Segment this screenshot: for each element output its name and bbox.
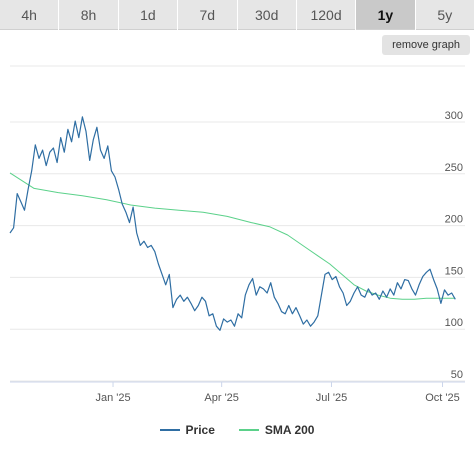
series-line-sma-200 bbox=[9, 172, 456, 300]
y-tick-label: 300 bbox=[445, 110, 463, 122]
x-tick-label: Oct '25 bbox=[425, 392, 460, 404]
chart-legend: Price SMA 200 bbox=[0, 420, 474, 440]
series-line-price bbox=[9, 116, 456, 331]
y-tick-label: 50 bbox=[451, 369, 463, 381]
x-tick-label: Jan '25 bbox=[95, 392, 130, 404]
tab-30d[interactable]: 30d bbox=[237, 0, 296, 30]
legend-swatch bbox=[159, 429, 180, 431]
legend-item-sma-200[interactable]: SMA 200 bbox=[238, 420, 315, 440]
tab-5y[interactable]: 5y bbox=[415, 0, 474, 30]
price-chart: 300 250 200 150 100 50 Jan '25 Apr '25 Jul '25 Oc… bbox=[9, 65, 465, 404]
timeframe-tabs: 4h 8h 1d 7d 30d 120d 1y 5y bbox=[0, 0, 474, 30]
tab-120d[interactable]: 120d bbox=[296, 0, 356, 30]
x-tick-label: Apr '25 bbox=[204, 392, 239, 404]
remove-graph-button[interactable]: remove graph bbox=[382, 35, 470, 55]
y-tick-label: 200 bbox=[445, 214, 463, 226]
y-tick-label: 250 bbox=[445, 162, 463, 174]
x-tick-label: Jul '25 bbox=[316, 392, 347, 404]
y-tick-label: 100 bbox=[445, 317, 463, 329]
legend-swatch bbox=[238, 429, 259, 431]
tab-1d[interactable]: 1d bbox=[118, 0, 178, 30]
tab-8h[interactable]: 8h bbox=[59, 0, 118, 30]
legend-item-price[interactable]: Price bbox=[159, 420, 215, 440]
tab-7d[interactable]: 7d bbox=[178, 0, 237, 30]
y-tick-label: 150 bbox=[445, 265, 463, 277]
tab-1y[interactable]: 1y bbox=[356, 0, 415, 30]
legend-label: SMA 200 bbox=[264, 423, 315, 437]
tab-4h[interactable]: 4h bbox=[0, 0, 59, 30]
legend-label: Price bbox=[185, 423, 215, 437]
